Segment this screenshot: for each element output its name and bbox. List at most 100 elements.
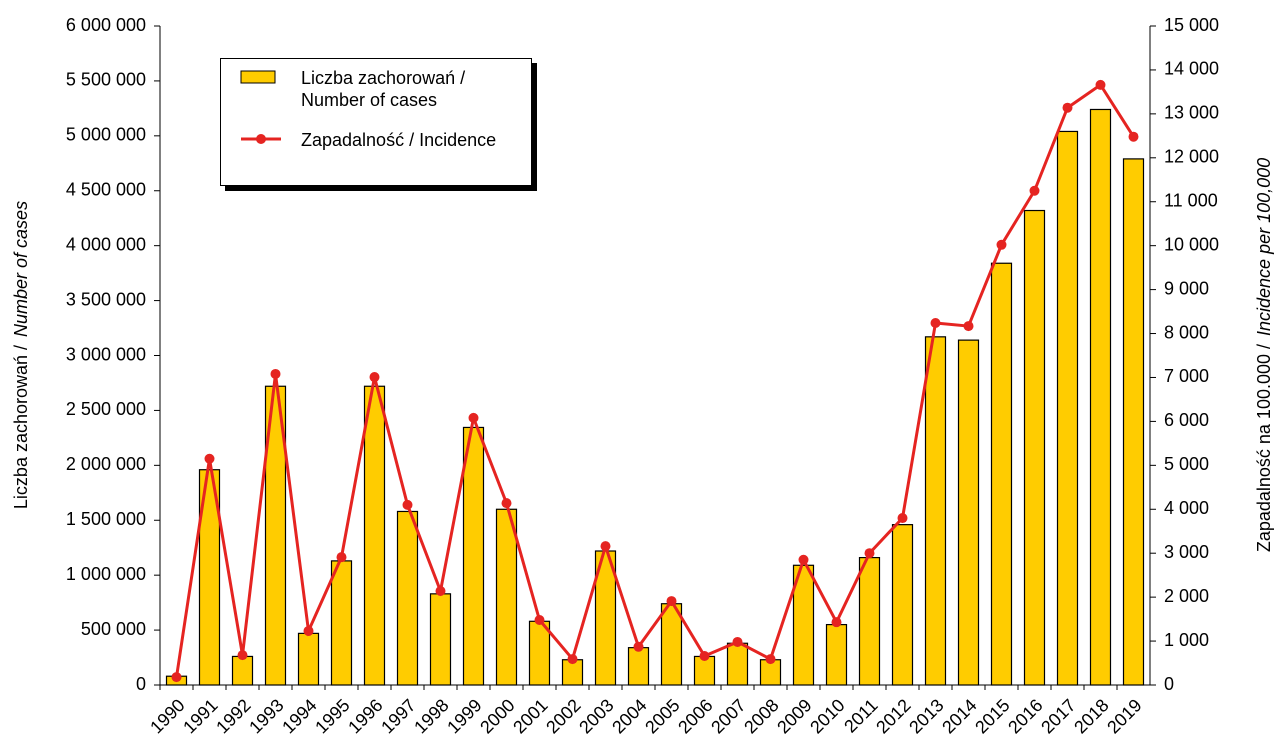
y-tick-label: 1 500 000 bbox=[66, 509, 146, 529]
bar bbox=[1122, 158, 1145, 686]
legend-key bbox=[240, 70, 276, 84]
y-tick-label: 2 500 000 bbox=[66, 399, 146, 419]
y-tick-label: 1 000 000 bbox=[66, 564, 146, 584]
y2-tick-label: 3 000 bbox=[1164, 542, 1209, 562]
x-tick-label: 1992 bbox=[212, 695, 254, 737]
x-tick-label: 2012 bbox=[872, 695, 914, 737]
x-tick-label: 2009 bbox=[773, 695, 815, 737]
y2-tick-label: 0 bbox=[1164, 674, 1174, 694]
bar bbox=[198, 469, 221, 686]
line-marker bbox=[501, 498, 512, 509]
line-marker bbox=[204, 453, 215, 464]
y-tick-label: 4 000 000 bbox=[66, 234, 146, 254]
x-tick-label: 1994 bbox=[278, 695, 320, 737]
x-tick-label: 2016 bbox=[1004, 695, 1046, 737]
x-tick-label: 2013 bbox=[905, 695, 947, 737]
y-label-text: Liczba zachorowań / bbox=[11, 345, 31, 509]
y2-tick-label: 15 000 bbox=[1164, 15, 1219, 35]
bar bbox=[825, 623, 848, 686]
y-tick-label: 5 000 000 bbox=[66, 125, 146, 145]
y-tick-label: 500 000 bbox=[81, 619, 146, 639]
y2-tick-label: 6 000 bbox=[1164, 410, 1209, 430]
line-marker bbox=[237, 650, 248, 661]
x-tick-label: 1990 bbox=[146, 695, 188, 737]
bar bbox=[858, 556, 881, 686]
x-tick-label: 2000 bbox=[476, 695, 518, 737]
line-marker bbox=[699, 651, 710, 662]
y-tick-label: 4 500 000 bbox=[66, 180, 146, 200]
line-marker bbox=[303, 625, 314, 636]
line-marker bbox=[732, 636, 743, 647]
line-marker bbox=[1029, 185, 1040, 196]
line-marker bbox=[270, 368, 281, 379]
legend-keys bbox=[240, 70, 281, 144]
x-tick-label: 2011 bbox=[840, 695, 882, 737]
x-tick-label: 2015 bbox=[971, 695, 1013, 737]
bar bbox=[990, 262, 1013, 686]
line-marker bbox=[402, 499, 413, 510]
line-marker bbox=[963, 321, 974, 332]
y-tick-label: 0 bbox=[136, 674, 146, 694]
y-axis-label: Liczba zachorowań / Number of cases bbox=[11, 201, 31, 509]
y2-tick-label: 4 000 bbox=[1164, 498, 1209, 518]
line bbox=[175, 82, 1135, 678]
bar bbox=[627, 647, 650, 686]
legend-label: Zapadalność / Incidence bbox=[301, 130, 497, 150]
x-tick-label: 2005 bbox=[641, 695, 683, 737]
y2-tick-label: 13 000 bbox=[1164, 103, 1219, 123]
y-tick-label: 3 000 000 bbox=[66, 344, 146, 364]
x-tick-label: 2007 bbox=[707, 695, 749, 737]
x-tick-label: 2001 bbox=[509, 695, 551, 737]
line-marker bbox=[831, 617, 842, 628]
y2-tick-label: 11 000 bbox=[1164, 190, 1218, 210]
bar bbox=[1056, 130, 1079, 686]
x-tick-label: 2018 bbox=[1070, 695, 1112, 737]
x-tick-label: 1998 bbox=[410, 695, 452, 737]
y-tick-label: 3 500 000 bbox=[66, 289, 146, 309]
y-tick-label: 5 500 000 bbox=[66, 70, 146, 90]
y2-tick-label: 2 000 bbox=[1164, 586, 1209, 606]
bar bbox=[957, 339, 980, 686]
x-tick-label: 2002 bbox=[542, 695, 584, 737]
bar bbox=[1023, 209, 1046, 686]
bar bbox=[528, 620, 551, 686]
x-tick-label: 1997 bbox=[377, 695, 419, 737]
x-tick-label: 1999 bbox=[443, 695, 485, 737]
bar bbox=[330, 560, 353, 686]
y2-tick-label: 9 000 bbox=[1164, 278, 1209, 298]
bar bbox=[462, 426, 485, 686]
bar bbox=[396, 510, 419, 686]
line-marker bbox=[534, 614, 545, 625]
y2-tick-label: 5 000 bbox=[1164, 454, 1209, 474]
bar bbox=[924, 336, 947, 686]
line-marker bbox=[633, 641, 644, 652]
line-marker bbox=[369, 372, 380, 383]
y2-tick-label: 1 000 bbox=[1164, 630, 1209, 650]
y2-tick-label: 7 000 bbox=[1164, 366, 1209, 386]
bar bbox=[660, 603, 683, 686]
y2-tick-label: 10 000 bbox=[1164, 234, 1219, 254]
line-marker bbox=[765, 654, 776, 665]
y-label-italic: Number of cases bbox=[11, 201, 31, 337]
bar bbox=[726, 642, 749, 686]
x-tick-label: 2017 bbox=[1037, 695, 1079, 737]
bar bbox=[231, 655, 254, 686]
bar bbox=[495, 508, 518, 686]
line-marker bbox=[798, 554, 809, 565]
y-tick-label: 2 000 000 bbox=[66, 454, 146, 474]
x-tick-label: 2004 bbox=[608, 695, 650, 737]
bar bbox=[1089, 108, 1112, 686]
x-tick-label: 1993 bbox=[245, 695, 287, 737]
line-marker bbox=[996, 239, 1007, 250]
y2-label-text: Zapadalność na 100.000 / bbox=[1254, 344, 1274, 552]
x-tick-label: 2014 bbox=[938, 695, 980, 737]
x-tick-label: 2010 bbox=[806, 695, 848, 737]
y2-tick-label: 12 000 bbox=[1164, 147, 1219, 167]
line-marker bbox=[864, 548, 875, 559]
line-marker bbox=[435, 585, 446, 596]
x-tick-label: 2006 bbox=[674, 695, 716, 737]
x-tick-label: 2019 bbox=[1103, 695, 1145, 737]
line-marker bbox=[666, 596, 677, 607]
